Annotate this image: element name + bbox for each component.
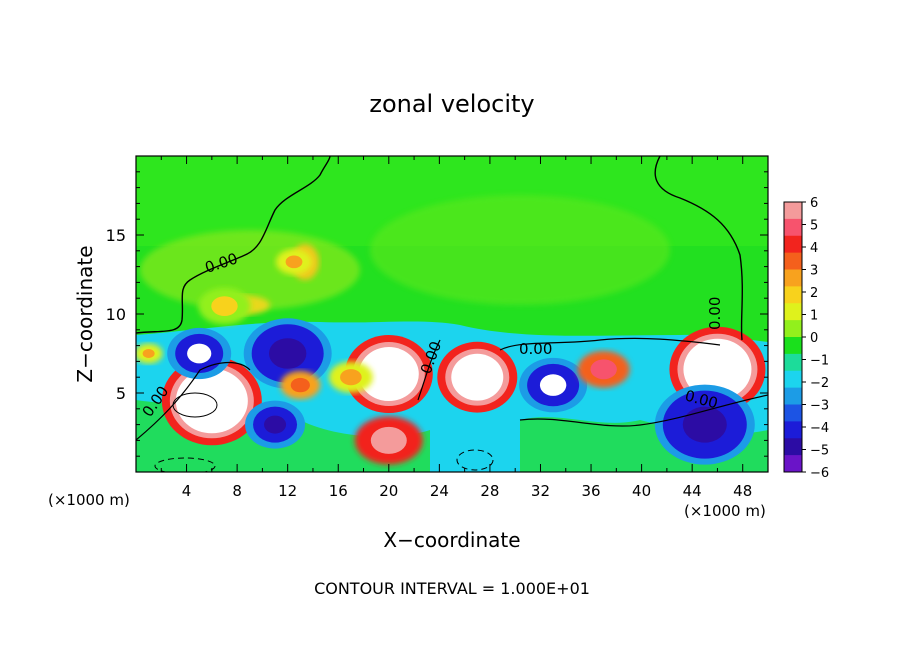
colorbar-swatch — [784, 370, 802, 389]
x-tick-label: 24 — [430, 482, 449, 500]
velocity-cell — [328, 361, 373, 393]
colorbar: 6 5 4 3 2 1 0 −1 −2 −3 −4 −5 −6 — [783, 196, 829, 481]
colorbar-swatch — [784, 202, 802, 220]
cell-core — [370, 426, 407, 454]
upper-yellow-green-patch-2 — [370, 195, 670, 305]
x-axis-label: X−coordinate — [383, 528, 520, 552]
x-tick-label: 20 — [379, 482, 398, 500]
colorbar-swatch — [784, 218, 802, 237]
contour-label: 0.00 — [706, 297, 724, 330]
colorbar-swatch — [784, 269, 802, 287]
colorbar-swatch — [784, 252, 802, 270]
x-tick-label: 12 — [278, 482, 297, 500]
x-tick-label: 36 — [581, 482, 600, 500]
plot-area — [136, 156, 768, 472]
cell-core — [264, 415, 287, 434]
colorbar-swatch — [784, 387, 802, 405]
x-tick-label: 16 — [329, 482, 348, 500]
velocity-cell — [167, 327, 232, 380]
colorbar-tick-label: 1 — [810, 309, 818, 324]
cell-core — [211, 296, 238, 316]
velocity-cell — [198, 287, 251, 325]
colorbar-tick-label: 5 — [810, 219, 818, 234]
y-tick-label: 5 — [116, 384, 126, 403]
colorbar-swatch — [784, 286, 802, 304]
colorbar-tick-label: 2 — [810, 286, 818, 301]
colorbar-swatch — [784, 235, 802, 254]
velocity-cell — [519, 357, 588, 413]
contour-label: 0.00 — [519, 340, 552, 358]
x-tick-label: 4 — [182, 482, 192, 500]
colorbar-swatch — [784, 337, 802, 355]
velocity-cell — [245, 400, 306, 449]
colorbar-tick-label: −5 — [810, 444, 829, 459]
colorbar-swatch — [784, 303, 802, 321]
colorbar-swatch — [784, 438, 802, 456]
y-tick-label: 15 — [106, 226, 126, 245]
velocity-cell — [280, 370, 321, 400]
cell-core — [358, 347, 419, 402]
cell-core — [340, 369, 362, 386]
contour-interval-note: CONTOUR INTERVAL = 1.000E+01 — [314, 579, 590, 598]
cell-core — [683, 338, 752, 400]
zero-contour-mid — [417, 337, 721, 401]
x-tick-label: 8 — [232, 482, 242, 500]
y-tick-label: 10 — [106, 305, 126, 324]
zero-contour-upper — [136, 156, 331, 334]
colorbar-tick-label: 0 — [810, 331, 818, 346]
x-tick-label: 28 — [480, 482, 499, 500]
negative-contour-loop-2 — [154, 457, 216, 472]
velocity-cell — [344, 335, 433, 414]
colorbar-swatch — [784, 353, 802, 372]
x-tick-label: 32 — [531, 482, 550, 500]
cell-core — [175, 368, 248, 434]
velocity-cell — [243, 318, 332, 389]
x-tick-label: 44 — [683, 482, 702, 500]
cell-core — [290, 377, 310, 393]
cell-core — [268, 338, 307, 369]
colorbar-swatch — [784, 404, 802, 422]
x-unit-left: (×1000 m) — [48, 491, 130, 509]
zero-contour-right — [654, 156, 743, 341]
x-tick-label: 48 — [733, 482, 752, 500]
cell-core — [682, 406, 727, 443]
colorbar-tick-label: −6 — [810, 466, 829, 481]
colorbar-tick-label: −3 — [810, 399, 829, 414]
colorbar-tick-label: −1 — [810, 354, 829, 369]
velocity-cell — [437, 341, 518, 413]
velocity-cell — [354, 416, 423, 465]
colorbar-swatch — [784, 320, 802, 338]
cell-core — [590, 359, 617, 380]
velocity-cell — [577, 350, 630, 388]
chart-title: zonal velocity — [369, 90, 534, 118]
zero-contour-lower — [136, 361, 768, 441]
cell-core — [187, 343, 212, 364]
colorbar-tick-label: 4 — [810, 241, 818, 256]
cell-core — [142, 349, 155, 358]
velocity-cell — [276, 249, 312, 275]
colorbar-tick-label: −4 — [810, 421, 829, 436]
colorbar-tick-label: −2 — [810, 376, 829, 391]
cell-core — [539, 374, 567, 396]
y-axis-label: Z−coordinate — [73, 245, 97, 382]
colorbar-tick-label: 3 — [810, 264, 818, 279]
cell-core — [285, 255, 303, 269]
velocity-cell — [136, 343, 163, 364]
negative-contour-loop — [172, 392, 218, 418]
colorbar-tick-label: 6 — [810, 196, 818, 211]
x-unit-right: (×1000 m) — [684, 502, 766, 520]
colorbar-swatch — [784, 421, 802, 439]
x-tick-label: 40 — [632, 482, 651, 500]
negative-contour-loop-3 — [456, 449, 494, 471]
colorbar-swatch — [784, 455, 802, 473]
cell-core — [451, 353, 504, 401]
